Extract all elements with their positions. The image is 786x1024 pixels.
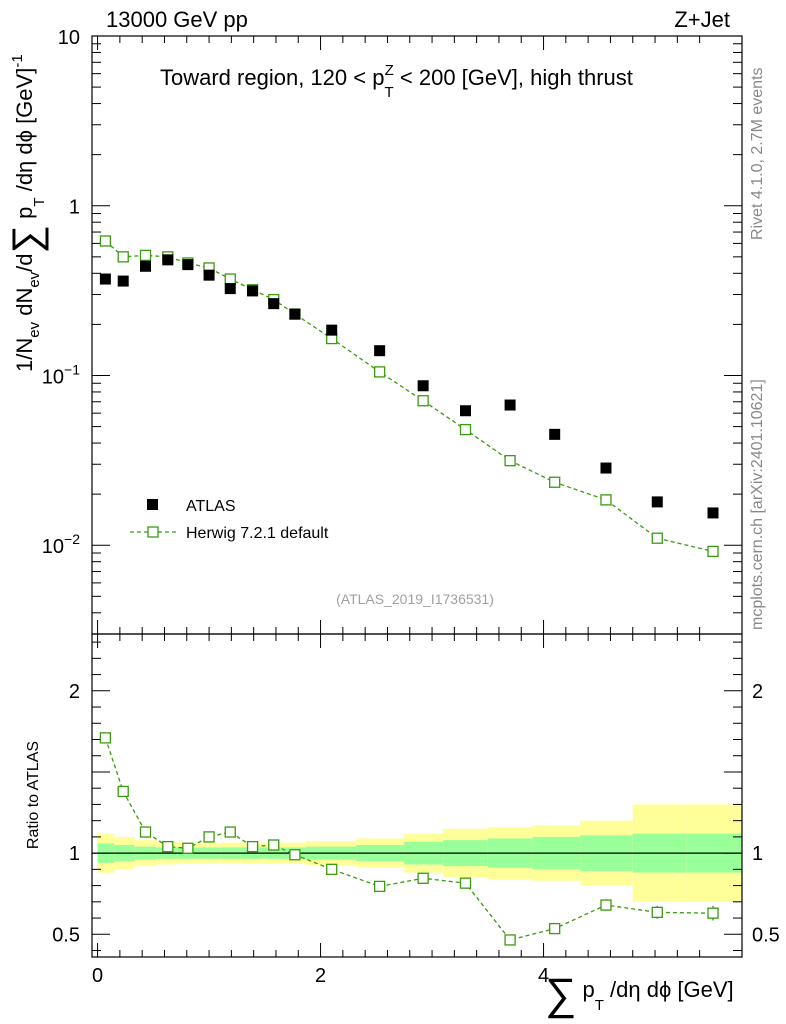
atlas-point — [549, 428, 561, 440]
ratio-point — [707, 907, 719, 919]
atlas-point — [504, 399, 516, 411]
atlas-point — [417, 380, 429, 392]
ratio-point — [549, 922, 561, 935]
ratio-plot-frame — [91, 633, 743, 958]
ratio-point — [99, 732, 112, 744]
atlas-point — [162, 254, 174, 266]
ratio-point — [459, 877, 472, 889]
ratio-point — [203, 831, 215, 843]
x-tick-label: 0 — [92, 965, 103, 987]
herwig-point — [417, 395, 429, 407]
legend-atlas-label: ATLAS — [186, 498, 236, 515]
ratio-point — [374, 880, 386, 893]
x-tick-label: 4 — [538, 965, 549, 987]
herwig-point — [99, 235, 112, 247]
atlas-point — [326, 324, 338, 336]
ratio-y-axis-label: Ratio to ATLAS — [25, 741, 42, 849]
herwig-point — [651, 532, 663, 544]
ratio-y-tick-label-right: 0.5 — [752, 924, 780, 946]
y-tick-label: 10−2 — [42, 531, 80, 558]
ratio-point — [224, 826, 236, 838]
atlas-point — [117, 275, 129, 287]
ratio-point — [504, 934, 516, 946]
ratio-point — [139, 826, 152, 838]
herwig-point — [117, 251, 129, 263]
x-tick-label: 2 — [315, 965, 326, 987]
ratio-point — [117, 785, 129, 798]
ratio-y-tick-label: 2 — [69, 681, 80, 703]
y-tick-label: 10 — [58, 27, 80, 49]
x-axis-label: ∑ pT /dη dϕ [GeV] — [545, 970, 734, 1019]
herwig-point — [459, 423, 472, 436]
herwig-point — [374, 366, 386, 378]
legend-atlas-marker — [147, 499, 158, 510]
atlas-point — [182, 259, 194, 271]
herwig-point — [224, 273, 236, 285]
ratio-point — [182, 842, 194, 854]
ratio-point — [289, 849, 301, 861]
legend-herwig-marker — [147, 526, 159, 538]
herwig-point — [600, 494, 612, 506]
ratio-point — [246, 840, 259, 853]
ratio-y-tick-label: 0.5 — [52, 924, 80, 946]
herwig-point — [549, 476, 561, 488]
atlas-point — [374, 345, 386, 357]
ratio-point — [268, 839, 280, 851]
ratio-point — [417, 872, 429, 884]
herwig-point — [139, 249, 152, 262]
rivet-version-label: Rivet 4.1.0, 2.7M events — [749, 67, 766, 240]
atlas-point — [247, 285, 259, 297]
atlas-point — [651, 496, 663, 508]
atlas-point — [459, 405, 471, 417]
herwig-point — [707, 545, 719, 558]
ratio-point — [162, 840, 174, 853]
atlas-point — [707, 507, 719, 519]
atlas-point — [268, 298, 280, 310]
mcplots-source-label: mcplots.cern.ch [arXiv:2401.10621] — [749, 379, 766, 630]
atlas-point — [289, 308, 301, 320]
ratio-point — [326, 863, 338, 876]
header-energy: 13000 GeV pp — [106, 7, 248, 32]
atlas-point — [140, 260, 152, 272]
main-y-axis-label: 1/Nev dNev/d∑ pT /dη dϕ [GeV]-1 — [5, 54, 49, 372]
data-marks — [99, 235, 719, 946]
axes: 0 2 4 10 1 10−1 10−2 2 2 1 1 0.5 0.5 — [42, 27, 780, 987]
herwig-point — [504, 455, 516, 467]
atlas-point — [203, 269, 215, 281]
ratio-point — [600, 899, 612, 911]
ratio-y-tick-label-right: 1 — [752, 843, 763, 865]
y-tick-label: 1 — [69, 197, 80, 219]
atlas-point — [99, 273, 111, 285]
analysis-watermark: (ATLAS_2019_I1736531) — [336, 591, 494, 607]
ratio-y-tick-label: 1 — [69, 843, 80, 865]
plot-title: Toward region, 120 < pTZ < 200 [GeV], hi… — [160, 62, 633, 101]
y-tick-label: 10−1 — [42, 361, 80, 388]
legend: ATLAS Herwig 7.2.1 default — [130, 498, 329, 542]
header-process: Z+Jet — [674, 7, 730, 32]
legend-herwig-label: Herwig 7.2.1 default — [186, 525, 329, 542]
ratio-y-tick-label-right: 2 — [752, 681, 763, 703]
atlas-point — [600, 462, 612, 474]
main-plot-frame — [91, 35, 743, 635]
atlas-point — [224, 283, 236, 295]
ratio-point — [651, 906, 663, 919]
